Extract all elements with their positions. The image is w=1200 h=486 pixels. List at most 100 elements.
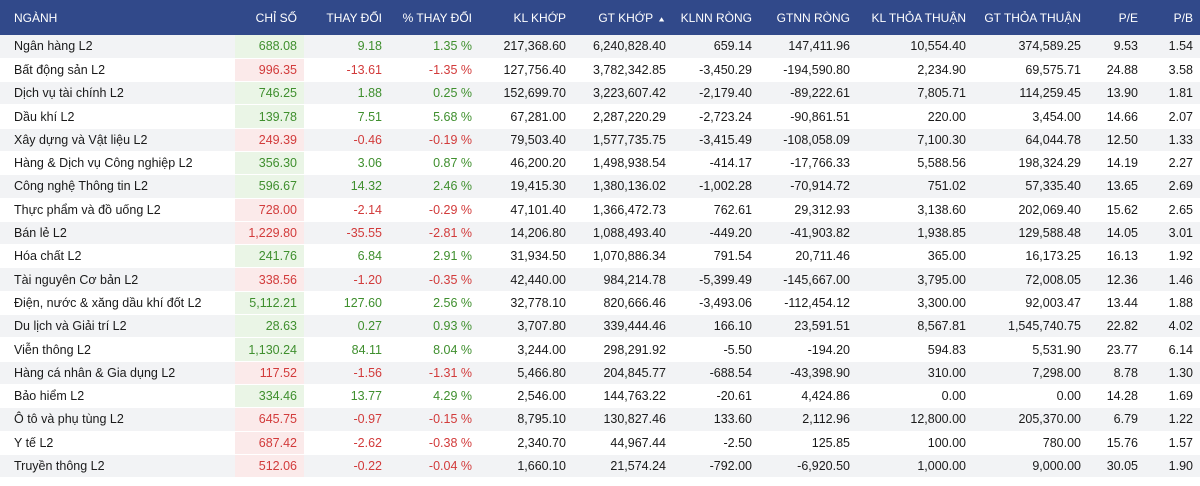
- sector-name[interactable]: Hóa chất L2: [0, 244, 235, 269]
- cell-thay-doi: 3.06: [304, 151, 389, 176]
- header-pct-thay-doi[interactable]: % THAY ĐỔI: [402, 10, 472, 25]
- header-nganh[interactable]: NGÀNH: [14, 10, 58, 25]
- cell-pb: 6.14: [1145, 337, 1200, 362]
- cell-pct-thay-doi: -0.15 %: [389, 407, 479, 432]
- cell-gt-thoa-thuan: 64,044.78: [973, 128, 1088, 152]
- table-row[interactable]: Viễn thông L2 1,130.24 84.11 8.04 % 3,244.00…: [0, 337, 1200, 362]
- table-row[interactable]: Truyền thông L2 512.06 -0.22 -0.04 % 1,660.1…: [0, 454, 1200, 479]
- header-kl-thoa-thuan[interactable]: KL THỎA THUẬN: [871, 10, 966, 25]
- table-row[interactable]: Hàng & Dịch vụ Công nghiệp L2 356.30 3.06 0…: [0, 151, 1200, 176]
- cell-pb: 3.01: [1145, 221, 1200, 246]
- table-row[interactable]: Hóa chất L2 241.76 6.84 2.91 % 31,934.50 1,07…: [0, 244, 1200, 269]
- header-thay-doi[interactable]: THAY ĐỔI: [326, 10, 382, 25]
- cell-gt-thoa-thuan: 198,324.29: [973, 151, 1088, 176]
- cell-klnn-rong: -5.50: [673, 337, 759, 362]
- cell-gt-thoa-thuan: 92,003.47: [973, 291, 1088, 316]
- cell-chi-so: 512.06: [235, 454, 304, 479]
- cell-gt-thoa-thuan: 72,008.05: [973, 267, 1088, 292]
- cell-pct-thay-doi: -1.31 %: [389, 361, 479, 385]
- sector-name[interactable]: Hàng cá nhân & Gia dụng L2: [0, 361, 235, 385]
- sector-name[interactable]: Du lịch và Giải trí L2: [0, 314, 235, 339]
- cell-klnn-rong: -1,002.28: [673, 174, 759, 199]
- cell-gtnn-rong: -6,920.50: [759, 454, 857, 479]
- table-row[interactable]: Tài nguyên Cơ bản L2 338.56 -1.20 -0.35 % 42…: [0, 267, 1200, 292]
- sector-name[interactable]: Hàng & Dịch vụ Công nghiệp L2: [0, 151, 235, 176]
- header-chi-so[interactable]: CHỈ SỐ: [255, 10, 297, 25]
- sector-name[interactable]: Bán lẻ L2: [0, 221, 235, 246]
- header-kl-khop[interactable]: KL KHỚP: [513, 10, 566, 25]
- header-gt-khop-label: GT KHỚP: [598, 10, 654, 25]
- sort-arrows-icon[interactable]: ▲: [657, 14, 666, 23]
- sector-name[interactable]: Dịch vụ tài chính L2: [0, 81, 235, 106]
- table-row[interactable]: Dịch vụ tài chính L2 746.25 1.88 0.25 % 152,…: [0, 81, 1200, 106]
- cell-klnn-rong: -20.61: [673, 384, 759, 409]
- cell-chi-so: 139.78: [235, 104, 304, 129]
- header-gt-khop[interactable]: GT KHỚP ▲: [573, 0, 673, 35]
- cell-chi-so: 28.63: [235, 314, 304, 339]
- cell-thay-doi: -1.56: [304, 361, 389, 385]
- cell-pct-thay-doi: -0.19 %: [389, 128, 479, 152]
- table-row[interactable]: Dầu khí L2 139.78 7.51 5.68 % 67,281.00 2,287…: [0, 104, 1200, 129]
- cell-pe: 15.76: [1088, 431, 1145, 455]
- sector-name[interactable]: Ô tô và phụ tùng L2: [0, 407, 235, 432]
- cell-kl-thoa-thuan: 3,138.60: [857, 198, 973, 222]
- table-row[interactable]: Bảo hiểm L2 334.46 13.77 4.29 % 2,546.00 144,…: [0, 384, 1200, 409]
- sector-name[interactable]: Tài nguyên Cơ bản L2: [0, 267, 235, 292]
- cell-gt-thoa-thuan: 780.00: [973, 431, 1088, 455]
- cell-klnn-rong: -688.54: [673, 361, 759, 385]
- table-row[interactable]: Bán lẻ L2 1,229.80 -35.55 -2.81 % 14,206.80 1…: [0, 221, 1200, 246]
- cell-kl-thoa-thuan: 751.02: [857, 174, 973, 199]
- cell-kl-khop: 42,440.00: [479, 267, 573, 292]
- cell-gt-khop: 6,240,828.40: [573, 35, 673, 59]
- table-row[interactable]: Ô tô và phụ tùng L2 645.75 -0.97 -0.15 % 8,7…: [0, 407, 1200, 432]
- cell-kl-khop: 8,795.10: [479, 407, 573, 432]
- cell-pct-thay-doi: -2.81 %: [389, 221, 479, 246]
- cell-chi-so: 687.42: [235, 431, 304, 455]
- sector-name[interactable]: Y tế L2: [0, 431, 235, 455]
- sector-name[interactable]: Thực phẩm và đồ uống L2: [0, 198, 235, 222]
- cell-gt-thoa-thuan: 202,069.40: [973, 198, 1088, 222]
- cell-thay-doi: 9.18: [304, 35, 389, 59]
- table-row[interactable]: Bất động sản L2 996.35 -13.61 -1.35 % 127,75…: [0, 58, 1200, 83]
- sector-name[interactable]: Truyền thông L2: [0, 454, 235, 479]
- cell-chi-so: 356.30: [235, 151, 304, 176]
- header-klnn-rong[interactable]: KLNN RÒNG: [680, 10, 752, 25]
- sector-name[interactable]: Điện, nước & xăng dầu khí đốt L2: [0, 291, 235, 316]
- sector-name[interactable]: Dầu khí L2: [0, 104, 235, 129]
- cell-pct-thay-doi: 2.91 %: [389, 244, 479, 269]
- cell-gt-khop: 1,380,136.02: [573, 174, 673, 199]
- header-pe[interactable]: P/E: [1118, 10, 1138, 25]
- cell-gtnn-rong: -112,454.12: [759, 291, 857, 316]
- header-gt-thoa-thuan[interactable]: GT THỎA THUẬN: [984, 10, 1081, 25]
- cell-kl-khop: 2,546.00: [479, 384, 573, 409]
- table-row[interactable]: Y tế L2 687.42 -2.62 -0.38 % 2,340.70 44,967.…: [0, 431, 1200, 455]
- cell-thay-doi: 14.32: [304, 174, 389, 199]
- table-row[interactable]: Hàng cá nhân & Gia dụng L2 117.52 -1.56 -1.…: [0, 361, 1200, 385]
- cell-thay-doi: -35.55: [304, 221, 389, 246]
- cell-kl-khop: 127,756.40: [479, 58, 573, 83]
- cell-gt-khop: 144,763.22: [573, 384, 673, 409]
- table-row[interactable]: Điện, nước & xăng dầu khí đốt L2 5,112.21…: [0, 291, 1200, 316]
- table-row[interactable]: Công nghệ Thông tin L2 596.67 14.32 2.46 % 1…: [0, 174, 1200, 199]
- cell-pct-thay-doi: -0.35 %: [389, 267, 479, 292]
- header-pb[interactable]: P/B: [1173, 10, 1193, 25]
- table-row[interactable]: Thực phẩm và đồ uống L2 728.00 -2.14 -0.29 …: [0, 198, 1200, 222]
- sector-name[interactable]: Bảo hiểm L2: [0, 384, 235, 409]
- header-gtnn-rong[interactable]: GTNN RÒNG: [776, 10, 850, 25]
- sector-name[interactable]: Xây dựng và Vật liệu L2: [0, 128, 235, 152]
- cell-thay-doi: 6.84: [304, 244, 389, 269]
- cell-kl-khop: 5,466.80: [479, 361, 573, 385]
- table-row[interactable]: Du lịch và Giải trí L2 28.63 0.27 0.93 % 3,7…: [0, 314, 1200, 339]
- sector-name[interactable]: Viễn thông L2: [0, 337, 235, 362]
- table-row[interactable]: Xây dựng và Vật liệu L2 249.39 -0.46 -0.19 …: [0, 128, 1200, 152]
- cell-gt-thoa-thuan: 129,588.48: [973, 221, 1088, 246]
- sector-name[interactable]: Bất động sản L2: [0, 58, 235, 83]
- cell-thay-doi: 0.27: [304, 314, 389, 339]
- cell-kl-thoa-thuan: 594.83: [857, 337, 973, 362]
- cell-gt-khop: 339,444.46: [573, 314, 673, 339]
- sector-name[interactable]: Công nghệ Thông tin L2: [0, 174, 235, 199]
- table-row[interactable]: Ngân hàng L2 688.08 9.18 1.35 % 217,368.60 6,…: [0, 35, 1200, 59]
- cell-chi-so: 728.00: [235, 198, 304, 222]
- cell-kl-khop: 14,206.80: [479, 221, 573, 246]
- sector-name[interactable]: Ngân hàng L2: [0, 35, 235, 59]
